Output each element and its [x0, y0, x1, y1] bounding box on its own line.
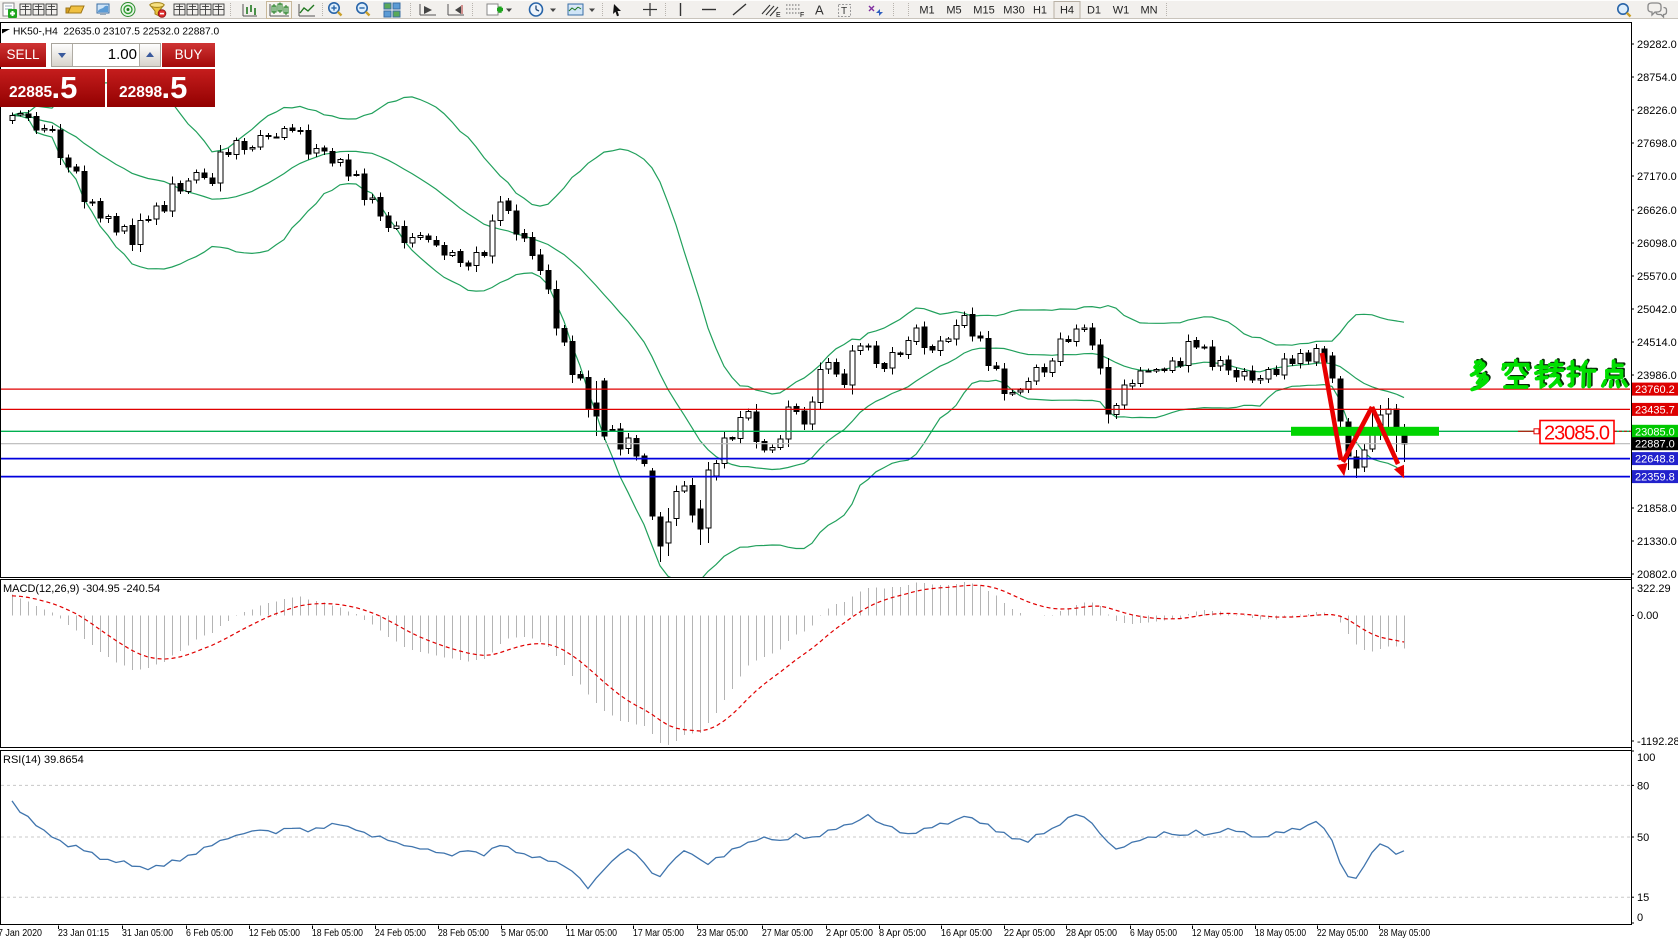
svg-text:M15: M15 [973, 5, 994, 17]
svg-text:H4: H4 [1060, 5, 1074, 17]
svg-text:21330.0: 21330.0 [1637, 536, 1677, 548]
svg-text:26098.0: 26098.0 [1637, 238, 1677, 250]
svg-text:22359.8: 22359.8 [1635, 472, 1675, 484]
svg-text:29282.0: 29282.0 [1637, 39, 1677, 51]
svg-text:HK50-,H4 22635.0 23107.5 2253: HK50-,H4 22635.0 23107.5 22532.0 22887.0 [13, 27, 220, 38]
svg-text:6 May 05:00: 6 May 05:00 [1130, 928, 1177, 939]
svg-text:50: 50 [1637, 832, 1649, 844]
svg-text:26626.0: 26626.0 [1637, 205, 1677, 217]
svg-text:21858.0: 21858.0 [1637, 503, 1677, 515]
svg-text:28 Feb 05:00: 28 Feb 05:00 [438, 928, 489, 939]
svg-text:MN: MN [1140, 5, 1157, 17]
svg-text:28754.0: 28754.0 [1637, 72, 1677, 84]
svg-text:17 Mar 05:00: 17 Mar 05:00 [633, 928, 684, 939]
svg-text:20802.0: 20802.0 [1637, 569, 1677, 581]
svg-text:E: E [776, 12, 781, 19]
svg-text:25570.0: 25570.0 [1637, 271, 1677, 283]
svg-text:T: T [841, 6, 847, 17]
svg-text:15: 15 [1637, 892, 1649, 904]
svg-text:-1192.28: -1192.28 [1637, 736, 1678, 748]
svg-text:23 Jan 01:15: 23 Jan 01:15 [58, 928, 109, 939]
svg-text:W1: W1 [1113, 5, 1130, 17]
svg-text:12 Feb 05:00: 12 Feb 05:00 [249, 928, 300, 939]
svg-text:2 Apr 05:00: 2 Apr 05:00 [826, 928, 873, 939]
svg-text:100: 100 [1637, 752, 1655, 764]
svg-text:RSI(14) 39.8654: RSI(14) 39.8654 [3, 754, 84, 766]
svg-text:24 Feb 05:00: 24 Feb 05:00 [375, 928, 426, 939]
svg-text:28226.0: 28226.0 [1637, 105, 1677, 117]
svg-text:18 May 05:00: 18 May 05:00 [1255, 928, 1306, 939]
svg-text:31 Jan 05:00: 31 Jan 05:00 [122, 928, 173, 939]
svg-text:D1: D1 [1087, 5, 1101, 17]
svg-text:28 Apr 05:00: 28 Apr 05:00 [1066, 928, 1117, 939]
svg-text:M1: M1 [919, 5, 934, 17]
svg-text:23 Mar 05:00: 23 Mar 05:00 [697, 928, 748, 939]
svg-text:23085.0: 23085.0 [1635, 426, 1675, 438]
svg-text:23760.2: 23760.2 [1635, 384, 1675, 396]
svg-text:0: 0 [1637, 912, 1643, 924]
svg-text:322.29: 322.29 [1637, 583, 1671, 595]
svg-text:16 Apr 05:00: 16 Apr 05:00 [941, 928, 992, 939]
svg-text:6 Feb 05:00: 6 Feb 05:00 [186, 928, 233, 939]
svg-text:M30: M30 [1003, 5, 1024, 17]
svg-text:A: A [815, 3, 824, 18]
svg-text:24514.0: 24514.0 [1637, 337, 1677, 349]
svg-text:28 May 05:00: 28 May 05:00 [1379, 928, 1430, 939]
svg-text:22 May 05:00: 22 May 05:00 [1317, 928, 1368, 939]
svg-text:7 Jan 2020: 7 Jan 2020 [0, 928, 42, 939]
svg-text:12 May 05:00: 12 May 05:00 [1192, 928, 1243, 939]
svg-text:22 Apr 05:00: 22 Apr 05:00 [1004, 928, 1055, 939]
svg-text:27 Mar 05:00: 27 Mar 05:00 [762, 928, 813, 939]
svg-text:0.00: 0.00 [1637, 610, 1658, 622]
svg-text:F: F [800, 12, 804, 19]
svg-text:5 Mar 05:00: 5 Mar 05:00 [501, 928, 548, 939]
svg-text:M5: M5 [946, 5, 961, 17]
svg-text:23085.0: 23085.0 [1544, 423, 1610, 445]
svg-text:25042.0: 25042.0 [1637, 304, 1677, 316]
svg-text:23435.7: 23435.7 [1635, 404, 1675, 416]
svg-text:MACD(12,26,9) -304.95 -240.54: MACD(12,26,9) -304.95 -240.54 [3, 583, 160, 595]
svg-text:22887.0: 22887.0 [1635, 439, 1675, 451]
svg-text:H1: H1 [1033, 5, 1047, 17]
svg-text:11 Mar 05:00: 11 Mar 05:00 [566, 928, 617, 939]
svg-text:18 Feb 05:00: 18 Feb 05:00 [312, 928, 363, 939]
svg-text:8 Apr 05:00: 8 Apr 05:00 [879, 928, 926, 939]
svg-text:22648.8: 22648.8 [1635, 454, 1675, 466]
svg-text:80: 80 [1637, 780, 1649, 792]
svg-text:27698.0: 27698.0 [1637, 138, 1677, 150]
svg-text:23986.0: 23986.0 [1637, 370, 1677, 382]
svg-text:27170.0: 27170.0 [1637, 171, 1677, 183]
